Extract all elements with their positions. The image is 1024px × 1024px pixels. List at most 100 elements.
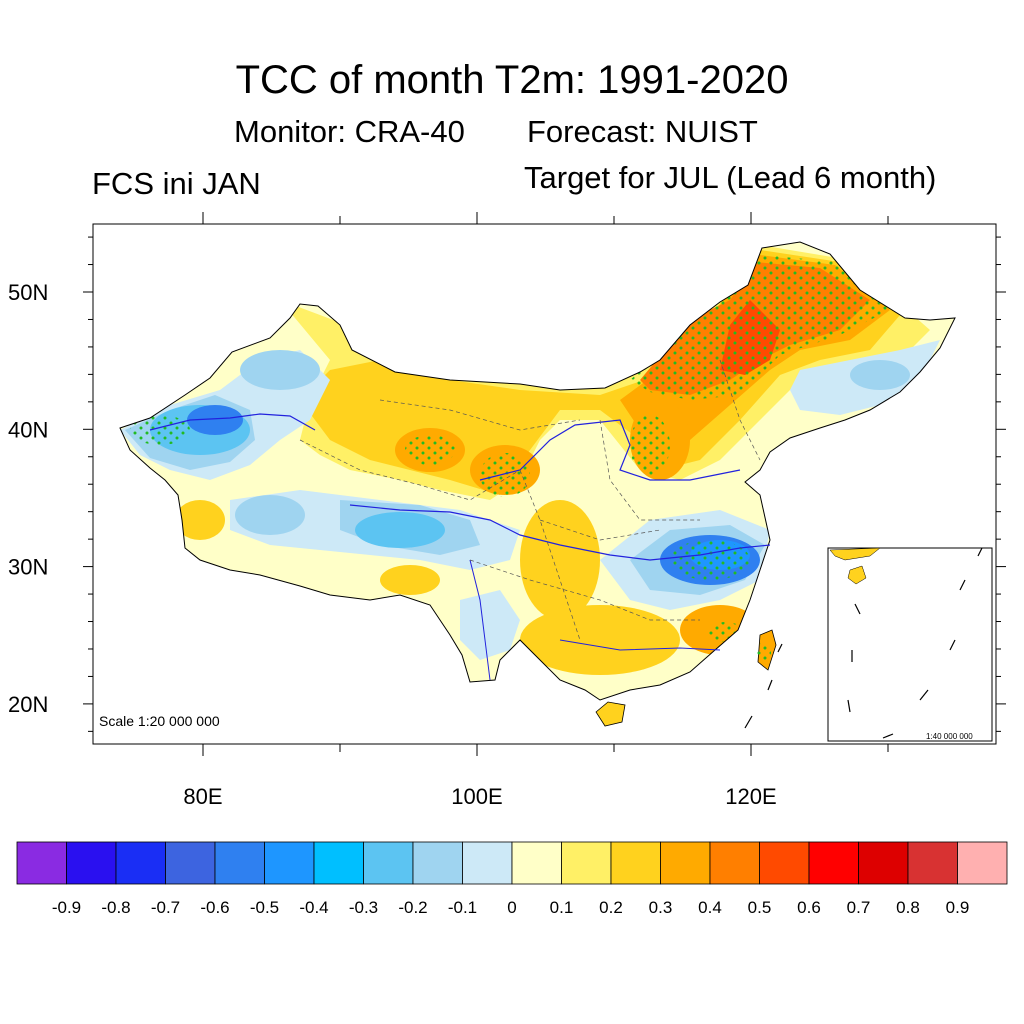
colorbar-label: -0.1 bbox=[448, 898, 477, 917]
province-line-5 bbox=[469, 559, 700, 621]
map-scale-label: Scale 1:20 000 000 bbox=[99, 713, 220, 729]
colorbar-swatch bbox=[858, 841, 909, 885]
colorbar-label: -0.4 bbox=[299, 898, 328, 917]
lat-label: 40N bbox=[8, 417, 48, 442]
colorbar-swatch bbox=[115, 841, 166, 885]
colorbar-label: -0.8 bbox=[101, 898, 130, 917]
colorbar-label: 0.2 bbox=[599, 898, 623, 917]
field-patch-6 bbox=[520, 500, 600, 620]
colorbar-label: -0.9 bbox=[52, 898, 81, 917]
colorbar-label: 0.5 bbox=[748, 898, 772, 917]
colorbar-swatch bbox=[264, 841, 315, 885]
inset-dash bbox=[959, 579, 966, 591]
coast-dash bbox=[777, 643, 783, 653]
significance-5 bbox=[670, 540, 750, 580]
colorbar-label: -0.5 bbox=[250, 898, 279, 917]
significance-4 bbox=[130, 415, 190, 445]
colorbar-label: 0.9 bbox=[946, 898, 970, 917]
inset-dash bbox=[882, 733, 894, 739]
colorbar-swatch bbox=[214, 841, 265, 885]
colorbar-swatch bbox=[363, 841, 414, 885]
province-line-7 bbox=[719, 359, 761, 461]
coast-dash bbox=[767, 679, 773, 691]
lat-label: 20N bbox=[8, 692, 48, 717]
river-pearl bbox=[559, 639, 721, 651]
significance-3 bbox=[630, 415, 670, 475]
colorbar-swatch bbox=[511, 841, 562, 885]
coast-dash bbox=[744, 715, 753, 729]
hainan-island bbox=[595, 701, 626, 727]
significance-2 bbox=[480, 453, 530, 497]
inset-hainan bbox=[847, 565, 867, 585]
field-patch-11 bbox=[460, 590, 520, 660]
colorbar-swatch bbox=[462, 841, 513, 885]
colorbar-label: 0.3 bbox=[649, 898, 673, 917]
colorbar-swatch bbox=[709, 841, 760, 885]
significance-north bbox=[630, 255, 890, 400]
significance-1 bbox=[405, 435, 455, 465]
colorbar-label: 0.8 bbox=[896, 898, 920, 917]
colorbar-swatch bbox=[313, 841, 364, 885]
colorbar-swatch bbox=[957, 841, 1008, 885]
inset-dashes bbox=[847, 547, 983, 739]
colorbar-label: 0.4 bbox=[698, 898, 722, 917]
field-patch-10 bbox=[235, 495, 305, 535]
province-line-2 bbox=[519, 469, 581, 641]
province-line-4 bbox=[539, 519, 661, 541]
colorbar-label: 0.6 bbox=[797, 898, 821, 917]
field-patch-9 bbox=[240, 350, 320, 390]
colorbar-swatch bbox=[66, 841, 117, 885]
lon-label: 80E bbox=[183, 784, 222, 809]
field-lev-m0-5 bbox=[187, 405, 243, 435]
inset-dash bbox=[977, 547, 983, 557]
colorbar-label: -0.7 bbox=[151, 898, 180, 917]
colorbar-swatch bbox=[412, 841, 463, 885]
river-mekong bbox=[469, 559, 491, 681]
field-patch-12 bbox=[850, 360, 910, 390]
river-yellow bbox=[479, 419, 741, 481]
significance-taiwan bbox=[757, 642, 771, 662]
river-yangtze bbox=[349, 504, 771, 561]
colorbar-label: -0.3 bbox=[349, 898, 378, 917]
colorbar-swatch bbox=[16, 841, 67, 885]
province-line-3 bbox=[599, 419, 700, 521]
field-lev-m0-3b bbox=[355, 512, 445, 548]
subtitle-forecast: Forecast: NUIST bbox=[527, 114, 758, 149]
coast-dashes bbox=[744, 643, 783, 729]
map-axes: 50N 40N 30N 20N 80E 100E 120E bbox=[8, 212, 1006, 809]
field-patch-4 bbox=[520, 605, 680, 675]
river-tarim bbox=[149, 413, 316, 431]
colorbar-swatch bbox=[660, 841, 711, 885]
colorbar-label: 0 bbox=[507, 898, 516, 917]
inset-dash bbox=[949, 639, 956, 651]
field-patch-7 bbox=[380, 565, 440, 595]
colorbar-label: 0.1 bbox=[550, 898, 574, 917]
target-label: Target for JUL (Lead 6 month) bbox=[524, 160, 937, 195]
lat-label: 30N bbox=[8, 555, 48, 580]
colorbar-label: 0.7 bbox=[847, 898, 871, 917]
colorbar-swatch bbox=[759, 841, 810, 885]
init-label: FCS ini JAN bbox=[92, 166, 261, 201]
colorbar: -0.9 -0.8 -0.7 -0.6 -0.5 -0.4 -0.3 -0.2 -0.1 0 0.1… bbox=[16, 841, 1008, 917]
colorbar-label: -0.2 bbox=[398, 898, 427, 917]
inset-scale-label: 1:40 000 000 bbox=[926, 732, 973, 741]
colorbar-swatch bbox=[610, 841, 661, 885]
inset-dash bbox=[854, 603, 861, 615]
chart-title: TCC of month T2m: 1991-2020 bbox=[235, 58, 789, 102]
lon-label: 100E bbox=[451, 784, 502, 809]
field-patch-8 bbox=[175, 500, 225, 540]
lon-label: 120E bbox=[725, 784, 776, 809]
province-borders bbox=[299, 359, 761, 641]
colorbar-swatch bbox=[808, 841, 859, 885]
colorbar-swatch bbox=[907, 841, 958, 885]
inset-coast bbox=[829, 547, 881, 561]
colorbar-label: -0.6 bbox=[200, 898, 229, 917]
province-line-6 bbox=[379, 399, 581, 431]
province-line-1 bbox=[299, 439, 521, 501]
colorbar-swatch bbox=[561, 841, 612, 885]
lat-label: 50N bbox=[8, 280, 48, 305]
inset-dash bbox=[919, 689, 929, 701]
colorbar-swatch bbox=[165, 841, 216, 885]
subtitle-monitor: Monitor: CRA-40 bbox=[234, 114, 465, 149]
